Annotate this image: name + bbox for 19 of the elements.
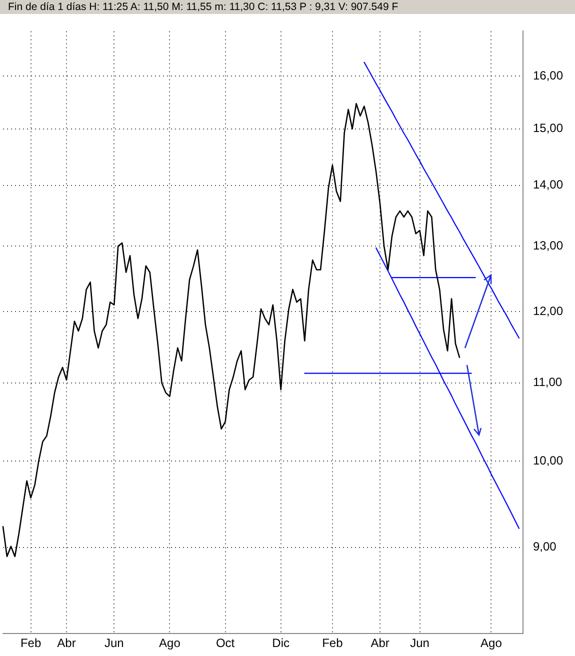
y-tick-label: 15,00 [532,121,564,136]
x-tick-label: Feb [322,636,344,650]
y-tick-label: 11,00 [532,375,562,390]
x-tick-label: Abr [370,636,390,650]
x-tick-label: Abr [57,636,76,650]
x-tick-label: Jun [410,636,430,650]
chart-title: Fin de día 1 días H: 11:25 A: 11,50 M: 11,55 m: 11,30 C: 11,53 P : 9,31 V: 907.549 F [0,0,575,14]
y-tick-label: 14,00 [532,178,564,192]
x-tick-label: Ago [159,636,181,650]
x-tick-label: Oct [216,636,236,650]
y-tick-label: 9,00 [532,540,557,554]
y-tick-label: 10,00 [532,453,564,468]
y-tick-label: 12,00 [532,304,564,318]
x-tick-label: Feb [20,636,42,650]
y-tick-label: 13,00 [532,238,564,252]
x-tick-label: Dic [272,636,290,650]
x-tick-label: Jun [104,636,124,650]
y-tick-label: 16,00 [532,68,564,82]
x-tick-label: Ago [480,636,502,650]
